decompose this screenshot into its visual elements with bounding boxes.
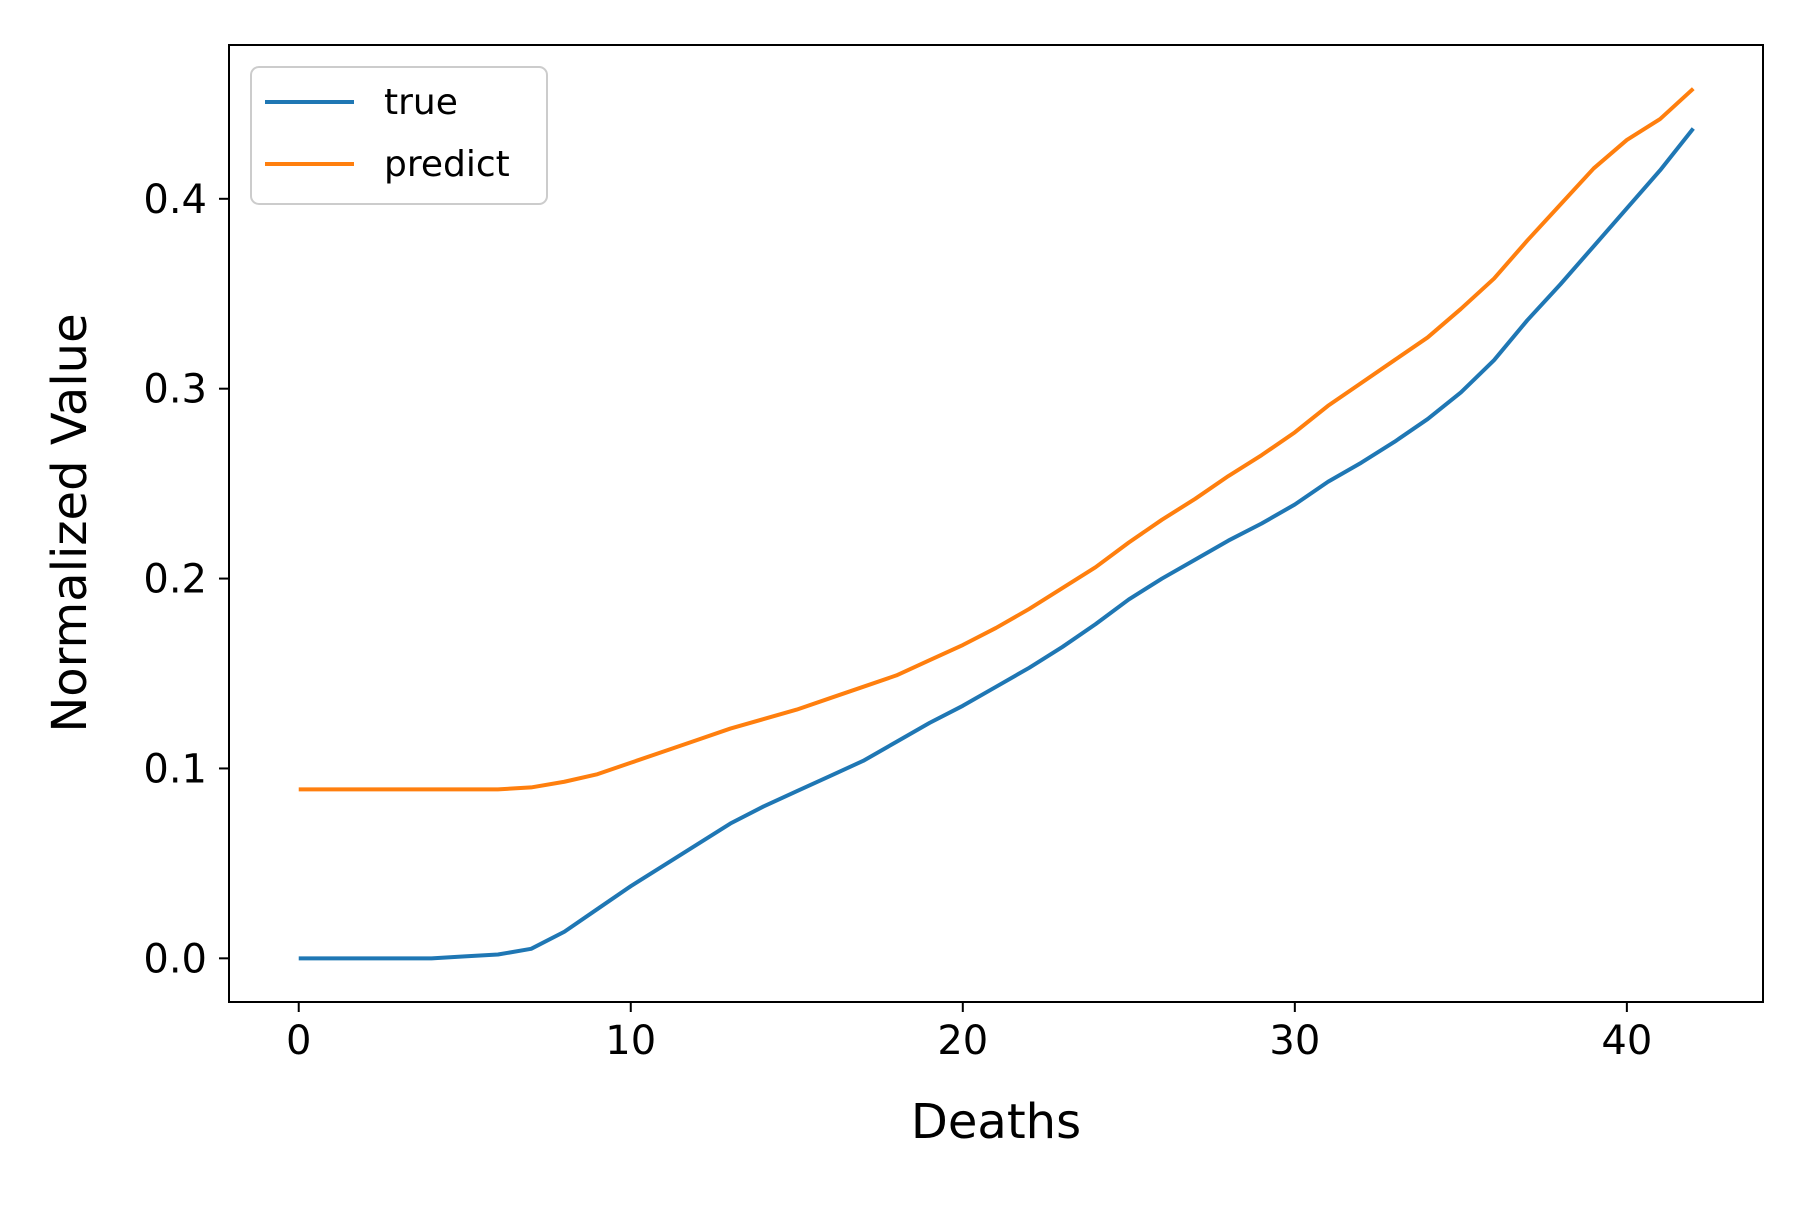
- x-tick-label: 0: [286, 1018, 311, 1064]
- series-line-true: [298, 127, 1695, 961]
- y-tick-label: 0.1: [143, 746, 207, 792]
- y-tick-label: 0.3: [143, 367, 207, 413]
- plot-frame: [228, 44, 1764, 1003]
- legend-label-true: true: [384, 82, 458, 123]
- x-tick-label: 30: [1269, 1018, 1320, 1064]
- y-axis-label: Normalized Value: [42, 313, 98, 732]
- series-line-predict: [298, 87, 1695, 792]
- y-axis: 0.0 0.1 0.2 0.3 0.4: [143, 177, 229, 982]
- y-tick-label: 0.4: [143, 177, 207, 223]
- x-axis: 0 10 20 30 40: [286, 1002, 1652, 1064]
- legend: true predict: [250, 66, 548, 205]
- series-layer: [298, 87, 1695, 961]
- x-tick-label: 40: [1601, 1018, 1652, 1064]
- legend-label-predict: predict: [384, 144, 510, 185]
- y-tick-label: 0.2: [143, 557, 207, 603]
- x-axis-label: Deaths: [911, 1094, 1081, 1150]
- x-tick-label: 10: [605, 1018, 656, 1064]
- x-tick-label: 20: [937, 1018, 988, 1064]
- y-tick-label: 0.0: [143, 936, 207, 982]
